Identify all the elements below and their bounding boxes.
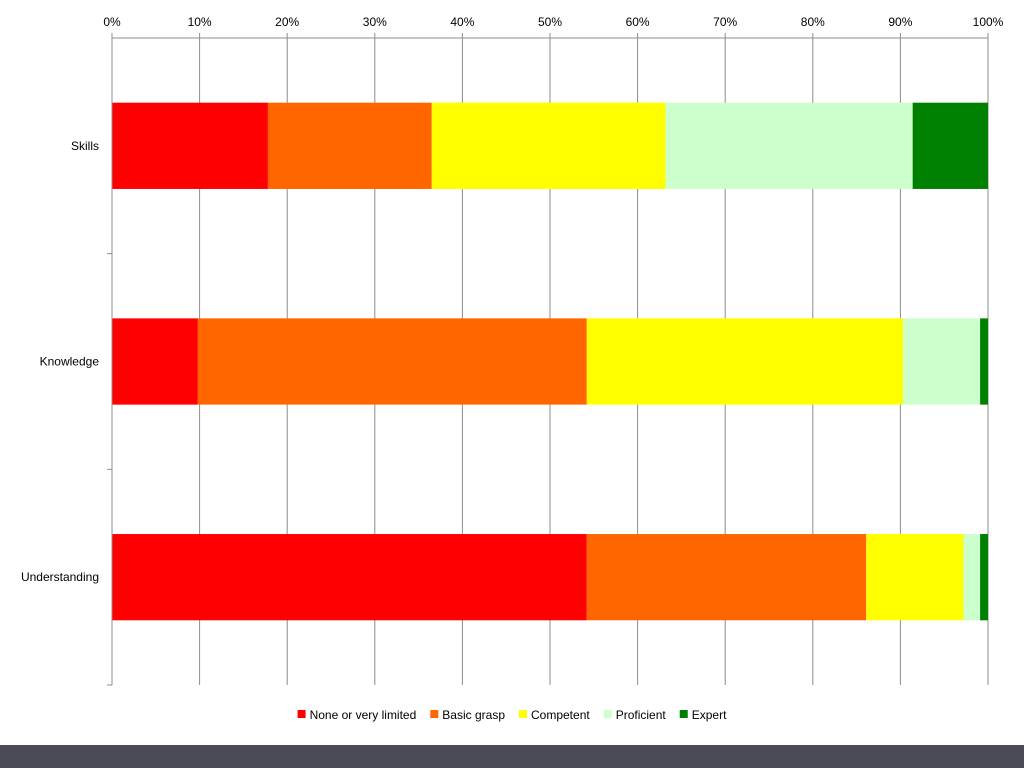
legend-swatch (297, 710, 306, 718)
category-label: Skills (71, 139, 99, 153)
x-tick-label: 50% (538, 15, 562, 29)
x-tick-label: 10% (188, 15, 212, 29)
bar-segment (963, 534, 981, 621)
bar-segment (866, 534, 964, 621)
bar-segment (586, 318, 904, 405)
axes-layer (107, 33, 989, 686)
slide: 0% 10% 20% 30% 40% 50% 60% 70% 80% 90% 100% Skills K… (20, 15, 1004, 722)
legend: None or very limited Basic grasp Competent… (297, 708, 727, 722)
legend-swatch (603, 710, 612, 718)
x-tick-label: 30% (363, 15, 387, 29)
bar-segment (980, 318, 988, 405)
bar-segment (586, 534, 867, 621)
legend-swatch (679, 710, 688, 718)
footer-band (0, 745, 1024, 768)
bars-layer (112, 102, 988, 621)
labels-layer: 0% 10% 20% 30% 40% 50% 60% 70% 80% 90% 100% Skills K… (21, 15, 1004, 584)
x-tick-label: 60% (626, 15, 650, 29)
x-tick-label: 20% (275, 15, 299, 29)
legend-label: None or very limited (310, 708, 417, 722)
x-tick-label: 70% (713, 15, 737, 29)
bar-segment (431, 102, 666, 189)
bar-segment (665, 102, 913, 189)
bar-segment (112, 318, 198, 405)
category-label: Knowledge (40, 355, 100, 369)
legend-label: Proficient (616, 708, 667, 722)
x-tick-label: 100% (973, 15, 1004, 29)
bar-segment (197, 318, 587, 405)
x-tick-label: 80% (801, 15, 825, 29)
category-label: Understanding (21, 570, 99, 584)
bar-segment (912, 102, 988, 189)
bar-segment (112, 534, 587, 621)
stacked-bar-chart: 0% 10% 20% 30% 40% 50% 60% 70% 80% 90% 100% Skills K… (21, 15, 1004, 722)
x-tick-label: 90% (888, 15, 912, 29)
x-tick-label: 40% (450, 15, 474, 29)
bar-segment (112, 102, 268, 189)
legend-label: Expert (692, 708, 727, 722)
legend-label: Basic grasp (442, 708, 505, 722)
legend-swatch (430, 710, 439, 718)
x-tick-label: 0% (103, 15, 121, 29)
legend-label: Competent (531, 708, 590, 722)
bar-segment (267, 102, 432, 189)
bar-segment (903, 318, 981, 405)
bar-segment (980, 534, 988, 621)
legend-swatch (519, 710, 527, 718)
